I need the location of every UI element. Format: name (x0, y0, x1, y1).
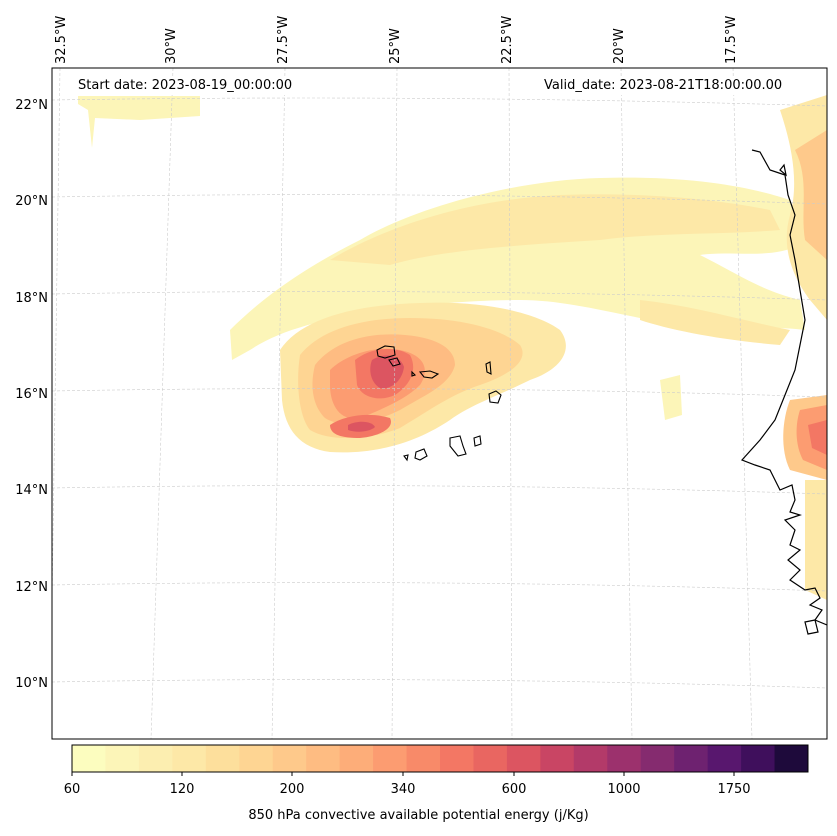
lat-label: 10°N (15, 676, 48, 691)
colorbar-swatch (440, 745, 474, 772)
coastline (740, 149, 827, 635)
colorbar-border (71, 744, 809, 773)
colorbar-label: 850 hPa convective available potential e… (248, 808, 589, 823)
lon-label: 25°W (388, 28, 403, 64)
cape-contours (78, 95, 827, 600)
lon-label: 27.5°W (276, 15, 291, 64)
valid-date-label: Valid_date: 2023-08-21T18:00:00.00 (538, 77, 789, 95)
colorbar-tick-label: 60 (63, 782, 81, 797)
colorbar-tick-label: 200 (279, 782, 305, 797)
map-border (51, 67, 828, 740)
cape-verde-islands (376, 345, 502, 462)
lat-label: 18°N (15, 291, 48, 306)
colorbar-swatch (473, 745, 508, 772)
colorbar-swatch (741, 745, 776, 772)
colorbar-swatch (573, 745, 608, 772)
lat-label: 14°N (15, 483, 48, 498)
colorbar-swatch (373, 745, 408, 772)
start-date-label: Start date: 2023-08-19_00:00:00 (72, 77, 299, 95)
colorbar-swatch (205, 745, 240, 772)
lon-label: 17.5°W (724, 15, 739, 64)
colorbar-swatch (674, 745, 709, 772)
colorbar-swatch (774, 745, 809, 772)
colorbar-swatch (172, 745, 207, 772)
colorbar-swatch (707, 745, 742, 772)
graticule (52, 68, 827, 739)
lat-label: 12°N (15, 580, 48, 595)
colorbar-swatch (138, 745, 173, 772)
colorbar-swatch (306, 745, 341, 772)
lat-label: 20°N (15, 194, 48, 209)
lat-label: 22°N (15, 98, 48, 113)
colorbar (71, 744, 809, 776)
lon-label: 22.5°W (500, 15, 515, 64)
lat-label: 16°N (15, 387, 48, 402)
colorbar-swatch (540, 745, 575, 772)
colorbar-tick-label: 120 (169, 782, 195, 797)
colorbar-tick-label: 340 (390, 782, 416, 797)
lon-label: 30°W (164, 28, 179, 64)
colorbar-swatch (239, 745, 274, 772)
colorbar-swatch (607, 745, 642, 772)
colorbar-swatch (506, 745, 541, 772)
colorbar-swatch (272, 745, 307, 772)
colorbar-swatch (339, 745, 374, 772)
lon-label: 32.5°W (54, 15, 69, 64)
colorbar-tick-label: 600 (501, 782, 527, 797)
colorbar-swatch (406, 745, 441, 772)
colorbar-tick-label: 1000 (607, 782, 641, 797)
lon-label: 20°W (612, 28, 627, 64)
colorbar-tick-label: 1750 (717, 782, 751, 797)
colorbar-swatch (72, 745, 106, 772)
colorbar-swatch (640, 745, 675, 772)
colorbar-swatch (105, 745, 140, 772)
